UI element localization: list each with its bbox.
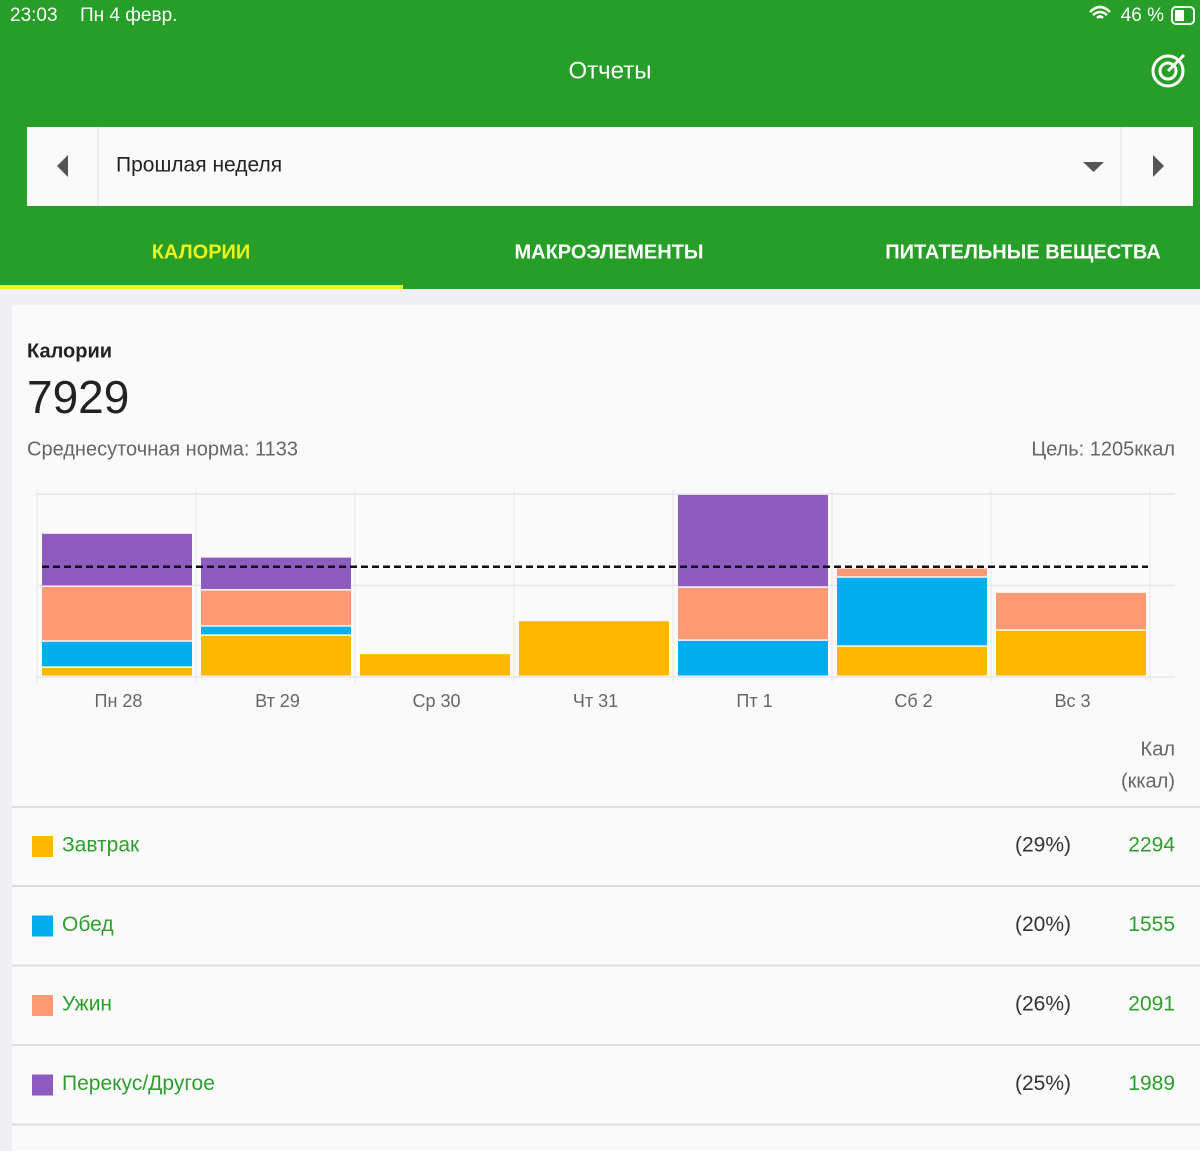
period-label[interactable]: Прошлая неделя — [116, 154, 282, 177]
x-tick-label: Чт 31 — [573, 691, 618, 711]
bar-segment — [42, 641, 192, 667]
card-title: Калории — [27, 340, 112, 362]
card — [12, 305, 1200, 1151]
bar-segment — [519, 621, 669, 676]
battery-icon — [1171, 6, 1195, 25]
x-tick-label: Ср 30 — [412, 691, 460, 711]
bar-segment — [201, 590, 351, 626]
x-tick-label: Пт 1 — [736, 691, 772, 711]
bar-segment — [201, 626, 351, 635]
row-percent: (20%) — [1015, 913, 1071, 936]
x-tick-label: Сб 2 — [894, 691, 932, 711]
row-value: 1989 — [1128, 1072, 1175, 1095]
legend-swatch — [32, 915, 53, 937]
period-selector — [27, 127, 1193, 206]
row-value: 1555 — [1128, 913, 1175, 936]
goal-button[interactable] — [1151, 53, 1186, 88]
row-percent: (29%) — [1015, 834, 1071, 857]
dropdown-arrow[interactable] — [1083, 162, 1104, 172]
bar-segment — [42, 533, 192, 586]
bar-segment — [996, 630, 1146, 676]
battery-level — [1175, 10, 1184, 21]
goal-text: Цель: 1205ккал — [1031, 438, 1175, 460]
active-tab-indicator — [0, 285, 403, 289]
bar-segment — [201, 635, 351, 676]
bar-segment — [360, 654, 510, 676]
row-percent: (26%) — [1015, 993, 1071, 1016]
total-calories: 7929 — [27, 371, 129, 423]
tab[interactable]: ПИТАТЕЛЬНЫЕ ВЕЩЕСТВА — [885, 241, 1161, 263]
bar-segment — [837, 646, 987, 676]
bar-segment — [678, 494, 828, 587]
tab[interactable]: КАЛОРИИ — [152, 241, 251, 263]
bar-segment — [678, 587, 828, 640]
column-header: (ккал) — [1121, 770, 1175, 792]
daily-average: Среднесуточная норма: 1133 — [27, 438, 298, 460]
bar-segment — [201, 557, 351, 590]
legend-swatch — [32, 836, 53, 857]
row-percent: (25%) — [1015, 1072, 1071, 1095]
bar-segment — [42, 586, 192, 641]
x-tick-label: Пн 28 — [95, 691, 143, 711]
next-button[interactable] — [1153, 155, 1164, 177]
screen-title: Отчеты — [569, 57, 652, 84]
row-name: Завтрак — [62, 834, 140, 857]
row-name: Ужин — [62, 993, 112, 1016]
status-date: Пн 4 февр. — [80, 5, 177, 26]
bar-segment — [837, 568, 987, 577]
status-time: 23:03 — [10, 5, 58, 26]
row-name: Обед — [62, 913, 114, 936]
bar-segment — [42, 667, 192, 676]
legend-swatch — [32, 1074, 53, 1096]
column-header: Кал — [1141, 738, 1175, 760]
legend-swatch — [32, 995, 53, 1016]
battery-text: 46 % — [1121, 5, 1164, 26]
row-value: 2091 — [1128, 993, 1175, 1016]
x-tick-label: Вт 29 — [255, 691, 300, 711]
bar-segment — [837, 577, 987, 646]
prev-button[interactable] — [57, 155, 68, 177]
row-name: Перекус/Другое — [62, 1072, 215, 1095]
bar-segment — [996, 592, 1146, 630]
bar-segment — [678, 640, 828, 676]
x-tick-label: Вс 3 — [1054, 691, 1090, 711]
row-value: 2294 — [1128, 834, 1175, 857]
tab[interactable]: МАКРОЭЛЕМЕНТЫ — [514, 241, 703, 263]
wifi-icon — [1089, 5, 1111, 19]
